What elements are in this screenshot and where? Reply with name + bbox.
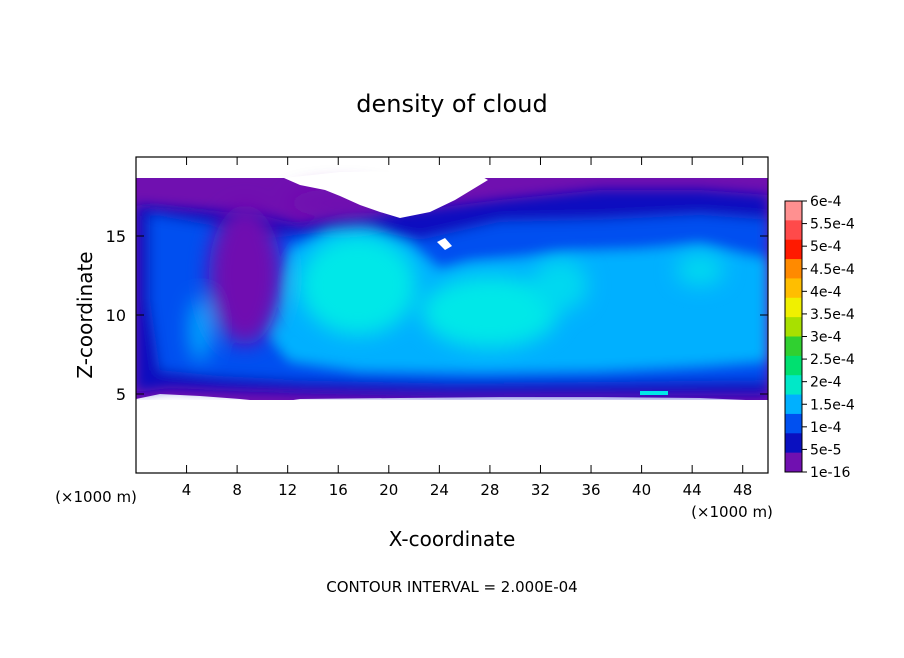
colorbar: 6e-4 5.5e-4 5e-4 4.5e-4 4e-4 3.5e-4 3e-4 2.5e-4… bbox=[784, 194, 855, 481]
colorbar-swatch bbox=[785, 297, 802, 318]
x-axis-label: X-coordinate bbox=[389, 527, 516, 551]
colorbar-swatch bbox=[785, 259, 802, 279]
cyan-core-right bbox=[532, 259, 588, 311]
colorbar-swatch bbox=[785, 278, 802, 299]
colorbar-label: 5e-4 bbox=[810, 239, 842, 255]
colorbar-label: 1.5e-4 bbox=[810, 397, 855, 413]
x-unit-label-left: (×1000 m) bbox=[55, 488, 137, 506]
y-axis: 5 10 15 bbox=[106, 227, 768, 404]
colorbar-swatch bbox=[785, 336, 802, 357]
colorbar-label: 1e-16 bbox=[810, 465, 850, 481]
x-tick-label: 12 bbox=[278, 481, 297, 499]
cyan-core-far-right bbox=[676, 254, 724, 286]
colorbar-label: 5.5e-4 bbox=[810, 217, 855, 233]
empty-region-bottom bbox=[136, 400, 768, 473]
x-tick-label: 16 bbox=[329, 481, 348, 499]
chart-title: density of cloud bbox=[356, 90, 547, 118]
x-tick-label: 44 bbox=[683, 481, 702, 499]
x-tick-label: 28 bbox=[480, 481, 499, 499]
colorbar-label: 5e-5 bbox=[810, 442, 841, 458]
colorbar-swatch bbox=[785, 317, 802, 337]
colorbar-swatch bbox=[785, 375, 802, 396]
x-tick-label: 36 bbox=[581, 481, 600, 499]
colorbar-swatch bbox=[785, 355, 802, 376]
colorbar-label: 3e-4 bbox=[810, 330, 842, 346]
colorbar-label: 2.5e-4 bbox=[810, 352, 855, 368]
x-tick-label: 32 bbox=[531, 481, 550, 499]
x-tick-label: 48 bbox=[733, 481, 752, 499]
cyan-streak bbox=[640, 391, 668, 395]
x-axis: 4 8 12 16 20 24 28 32 36 40 44 48 bbox=[182, 157, 752, 499]
empty-region-top-right-small bbox=[437, 238, 452, 250]
purple-patch-left bbox=[209, 205, 281, 345]
y-tick-label: 15 bbox=[106, 227, 126, 246]
colorbar-swatch bbox=[785, 433, 802, 454]
x-tick-label: 20 bbox=[379, 481, 398, 499]
x-tick-label: 8 bbox=[232, 481, 242, 499]
x-tick-label: 40 bbox=[632, 481, 651, 499]
colorbar-swatch bbox=[785, 239, 802, 260]
x-tick-label: 24 bbox=[430, 481, 449, 499]
colorbar-swatch bbox=[785, 452, 802, 473]
colorbar-label: 3.5e-4 bbox=[810, 307, 855, 323]
colorbar-swatch bbox=[785, 201, 802, 221]
colorbar-label: 4e-4 bbox=[810, 284, 842, 300]
empty-region-top bbox=[284, 170, 488, 218]
cloud-density-field bbox=[136, 157, 768, 473]
colorbar-swatch bbox=[785, 413, 802, 434]
y-tick-label: 10 bbox=[106, 306, 126, 325]
x-tick-label: 4 bbox=[182, 481, 192, 499]
y-axis-label: Z-coordinate bbox=[73, 251, 97, 378]
blue-patch-far-left bbox=[190, 298, 210, 362]
contour-interval-note: CONTOUR INTERVAL = 2.000E-04 bbox=[326, 578, 577, 596]
colorbar-swatch bbox=[785, 220, 802, 241]
y-tick-label: 5 bbox=[116, 385, 126, 404]
cyan-core-left bbox=[300, 235, 416, 335]
colorbar-swatch bbox=[785, 394, 802, 415]
x-unit-label-right: (×1000 m) bbox=[691, 503, 773, 521]
colorbar-label: 6e-4 bbox=[810, 194, 842, 210]
colorbar-label: 4.5e-4 bbox=[810, 262, 855, 278]
colorbar-label: 1e-4 bbox=[810, 420, 842, 436]
colorbar-label: 2e-4 bbox=[810, 375, 842, 391]
cyan-core-center bbox=[422, 276, 558, 348]
